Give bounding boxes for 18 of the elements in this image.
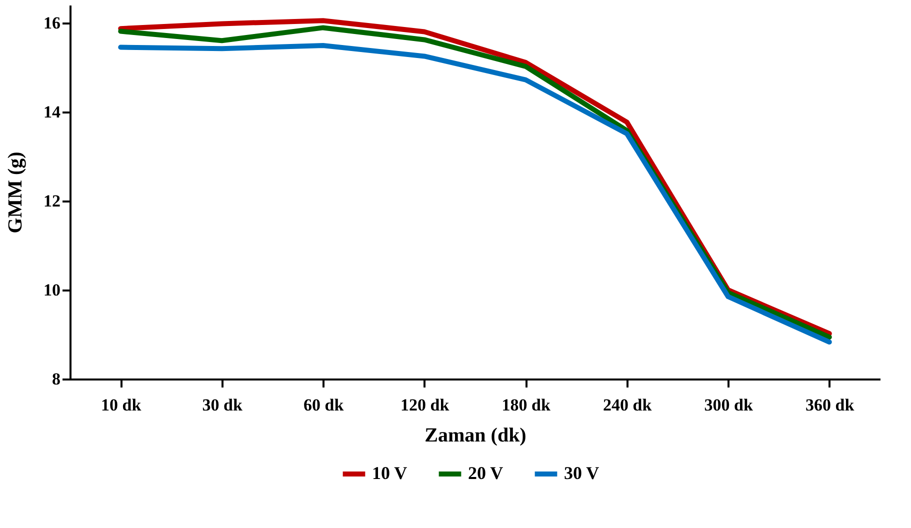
legend-label: 10 V: [372, 463, 408, 483]
x-tick-label: 360 dk: [806, 396, 855, 414]
x-tick-label: 30 dk: [202, 396, 243, 414]
x-tick-label: 180 dk: [502, 396, 551, 414]
x-tick-label: 240 dk: [603, 396, 652, 414]
y-tick-label: 16: [44, 13, 60, 32]
y-axis-title: GMM (g): [4, 152, 26, 234]
y-tick-label: 10: [44, 280, 60, 300]
legend-label: 20 V: [468, 463, 504, 483]
legend-label: 30 V: [564, 463, 600, 483]
y-tick-label: 14: [44, 102, 61, 122]
y-tick-label: 8: [52, 370, 60, 388]
x-tick-label: 300 dk: [704, 396, 754, 414]
x-axis-title: Zaman (dk): [424, 424, 526, 446]
y-tick-label: 12: [44, 191, 60, 210]
x-tick-label: 10 dk: [101, 396, 142, 414]
x-tick-label: 60 dk: [304, 396, 344, 414]
x-tick-label: 120 dk: [400, 396, 450, 414]
